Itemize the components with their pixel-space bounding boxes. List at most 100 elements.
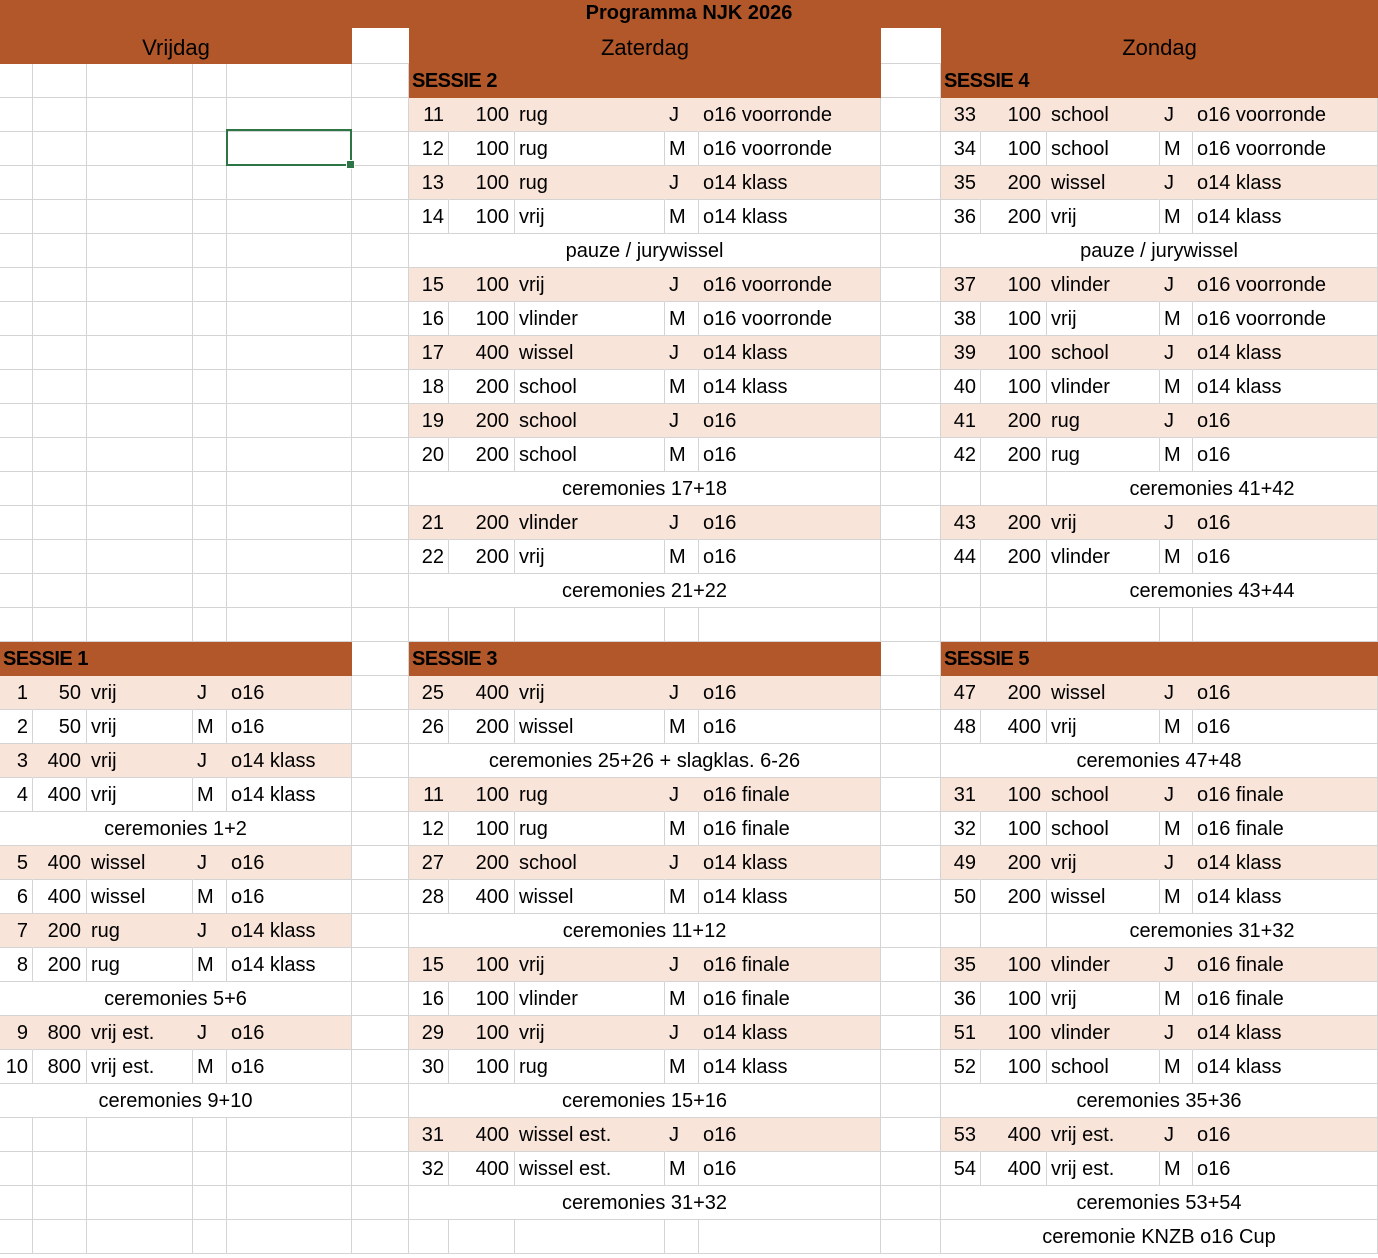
empty-cell[interactable] [352,166,409,200]
empty-cell[interactable] [0,98,33,132]
event-stroke[interactable]: vrij [1047,200,1160,234]
event-gender[interactable]: M [665,982,699,1016]
event-stroke[interactable]: vrij [515,200,665,234]
empty-cell[interactable] [87,472,193,506]
event-dist[interactable]: 400 [981,1152,1047,1186]
empty-cell[interactable] [352,642,409,676]
event-num[interactable]: 52 [941,1050,981,1084]
event-num[interactable]: 47 [941,676,981,710]
empty-cell[interactable] [33,574,87,608]
event-cat[interactable]: o14 klass [1193,880,1378,914]
empty-cell[interactable] [193,1186,227,1220]
event-num[interactable]: 42 [941,438,981,472]
empty-cell[interactable] [0,268,33,302]
event-cat[interactable]: o16 voorronde [699,98,881,132]
event-cat[interactable]: o16 [699,676,881,710]
empty-cell[interactable] [87,166,193,200]
event-cat[interactable]: o16 finale [699,948,881,982]
empty-cell[interactable] [193,64,227,98]
event-num[interactable]: 8 [0,948,33,982]
empty-cell[interactable] [352,438,409,472]
event-gender[interactable]: M [1160,812,1193,846]
empty-cell[interactable] [87,64,193,98]
event-stroke[interactable]: vlinder [1047,268,1160,302]
event-num[interactable]: 15 [409,268,449,302]
event-stroke[interactable]: rug [515,812,665,846]
event-dist[interactable]: 100 [449,166,515,200]
event-gender[interactable]: J [665,1118,699,1152]
event-dist[interactable]: 100 [449,982,515,1016]
empty-cell[interactable] [352,948,409,982]
empty-cell[interactable] [193,370,227,404]
empty-cell[interactable] [87,438,193,472]
event-stroke[interactable]: wissel [1047,880,1160,914]
empty-cell[interactable] [87,540,193,574]
empty-cell[interactable] [881,744,941,778]
empty-cell[interactable] [352,302,409,336]
empty-cell[interactable] [881,608,941,642]
event-num[interactable]: 14 [409,200,449,234]
event-num[interactable]: 36 [941,982,981,1016]
empty-cell[interactable] [33,472,87,506]
event-dist[interactable]: 200 [981,540,1047,574]
event-cat[interactable]: o16 [1193,710,1378,744]
event-stroke[interactable]: vrij [87,710,193,744]
empty-cell[interactable] [941,574,981,608]
event-dist[interactable]: 100 [981,132,1047,166]
event-cat[interactable]: o16 voorronde [1193,302,1378,336]
event-dist[interactable]: 100 [981,812,1047,846]
event-num[interactable]: 31 [941,778,981,812]
event-dist[interactable]: 200 [981,200,1047,234]
event-gender[interactable]: J [193,1016,227,1050]
empty-cell[interactable] [0,370,33,404]
event-stroke[interactable]: vrij est. [87,1016,193,1050]
empty-cell[interactable] [33,132,87,166]
empty-cell[interactable] [881,1118,941,1152]
event-stroke[interactable]: vrij [87,744,193,778]
event-stroke[interactable]: wissel [515,336,665,370]
event-gender[interactable]: J [665,166,699,200]
event-dist[interactable]: 400 [33,744,87,778]
empty-cell[interactable] [881,336,941,370]
event-num[interactable]: 12 [409,812,449,846]
empty-cell[interactable] [227,540,352,574]
empty-cell[interactable] [33,302,87,336]
event-num[interactable]: 48 [941,710,981,744]
event-num[interactable]: 39 [941,336,981,370]
event-stroke[interactable]: vrij [1047,710,1160,744]
ceremony-note[interactable]: ceremonies 21+22 [409,574,881,608]
empty-cell[interactable] [352,710,409,744]
ceremony-note[interactable]: ceremonies 31+32 [409,1186,881,1220]
event-num[interactable]: 1 [0,676,33,710]
event-num[interactable]: 35 [941,948,981,982]
empty-cell[interactable] [0,336,33,370]
event-cat[interactable]: o16 [1193,404,1378,438]
event-num[interactable]: 32 [409,1152,449,1186]
event-num[interactable]: 2 [0,710,33,744]
empty-cell[interactable] [352,982,409,1016]
event-num[interactable]: 35 [941,166,981,200]
empty-cell[interactable] [352,132,409,166]
empty-cell[interactable] [881,98,941,132]
event-dist[interactable]: 100 [981,370,1047,404]
event-stroke[interactable]: rug [1047,404,1160,438]
event-num[interactable]: 31 [409,1118,449,1152]
empty-cell[interactable] [193,302,227,336]
event-gender[interactable]: J [193,914,227,948]
event-num[interactable]: 18 [409,370,449,404]
empty-cell[interactable] [193,404,227,438]
event-stroke[interactable]: school [1047,812,1160,846]
empty-cell[interactable] [87,98,193,132]
event-gender[interactable]: J [665,268,699,302]
event-cat[interactable]: o16 finale [1193,778,1378,812]
event-stroke[interactable]: school [515,370,665,404]
event-num[interactable]: 15 [409,948,449,982]
event-gender[interactable]: M [665,200,699,234]
empty-cell[interactable] [881,574,941,608]
empty-cell[interactable] [352,200,409,234]
event-dist[interactable]: 200 [449,710,515,744]
empty-cell[interactable] [352,1220,409,1254]
event-stroke[interactable]: vrij [1047,982,1160,1016]
empty-cell[interactable] [699,608,881,642]
event-gender[interactable]: J [193,676,227,710]
